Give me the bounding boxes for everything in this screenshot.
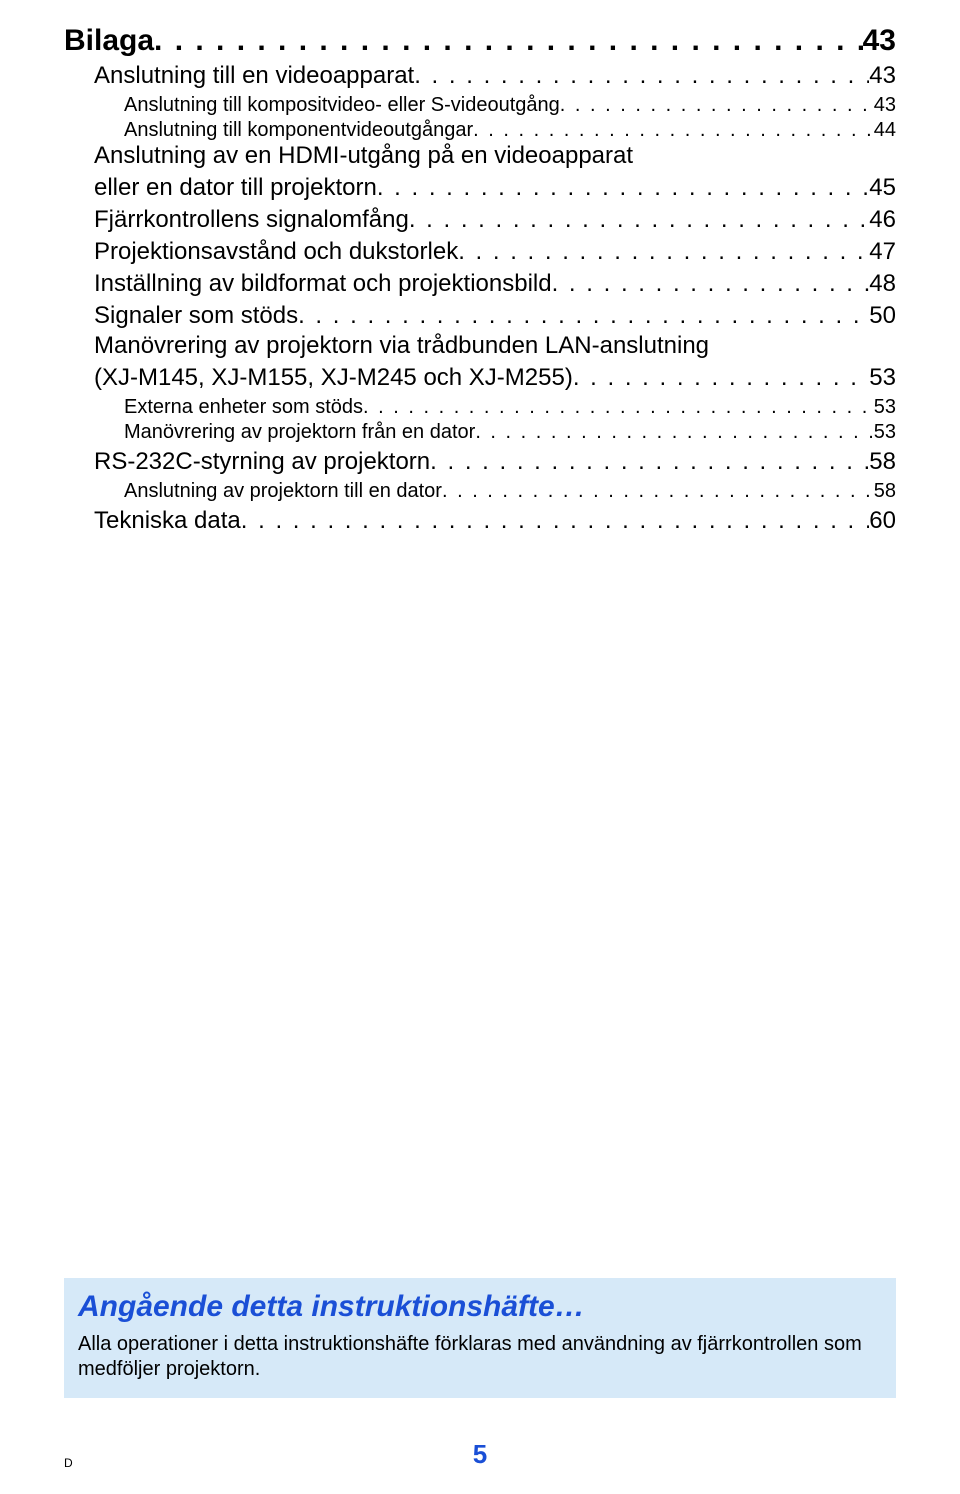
toc-page-number: 48	[869, 270, 896, 298]
toc-leader-dots: . . . . . . . . . . . . . . . . . . . . …	[573, 364, 869, 392]
toc-label: (XJ-M145, XJ-M155, XJ-M245 och XJ-M255)	[94, 364, 573, 392]
toc-row: Signaler som stöds. . . . . . . . . . . …	[94, 302, 896, 330]
toc-page-number: 43	[869, 62, 896, 90]
footer-letter: D	[64, 1456, 73, 1470]
toc-row: Bilaga. . . . . . . . . . . . . . . . . …	[64, 24, 896, 58]
toc-row: Manövrering av projektorn via trådbunden…	[94, 332, 896, 360]
toc-label: Externa enheter som stöds	[124, 396, 363, 419]
toc-row: Anslutning till komponentvideoutgångar. …	[124, 119, 896, 142]
toc-row: Anslutning till en videoapparat. . . . .…	[94, 62, 896, 90]
toc-row: Anslutning av projektorn till en dator. …	[124, 480, 896, 503]
table-of-contents: Bilaga. . . . . . . . . . . . . . . . . …	[64, 18, 896, 539]
toc-leader-dots: . . . . . . . . . . . . . . . . . . . . …	[409, 206, 869, 234]
toc-leader-dots: . . . . . . . . . . . . . . . . . . . . …	[473, 119, 874, 142]
toc-page-number: 58	[869, 448, 896, 476]
toc-page-number: 44	[874, 119, 896, 142]
toc-row: Tekniska data. . . . . . . . . . . . . .…	[94, 507, 896, 535]
toc-label: Inställning av bildformat och projektion…	[94, 270, 552, 298]
toc-label: Anslutning till kompositvideo- eller S-v…	[124, 94, 560, 117]
toc-page-number: 53	[874, 396, 896, 419]
footer-page-number: 5	[473, 1439, 487, 1470]
toc-leader-dots: . . . . . . . . . . . . . . . . . . . . …	[363, 396, 874, 419]
toc-label: Projektionsavstånd och dukstorlek	[94, 238, 458, 266]
toc-row: Manövrering av projektorn från en dator.…	[124, 421, 896, 444]
toc-leader-dots: . . . . . . . . . . . . . . . . . . . . …	[241, 507, 870, 535]
toc-label: Anslutning till en videoapparat	[94, 62, 414, 90]
toc-leader-dots: . . . . . . . . . . . . . . . . . . . . …	[475, 421, 873, 444]
toc-row: Projektionsavstånd och dukstorlek. . . .…	[94, 238, 896, 266]
toc-label: Bilaga	[64, 24, 154, 58]
toc-page-number: 45	[869, 174, 896, 202]
toc-leader-dots: . . . . . . . . . . . . . . . . . . . . …	[298, 302, 869, 330]
toc-leader-dots: . . . . . . . . . . . . . . . . . . . . …	[377, 174, 869, 202]
toc-row: Anslutning av en HDMI-utgång på en video…	[94, 142, 896, 170]
toc-label: RS-232C-styrning av projektorn	[94, 448, 430, 476]
toc-page-number: 53	[869, 364, 896, 392]
toc-leader-dots: . . . . . . . . . . . . . . . . . . . . …	[414, 62, 869, 90]
toc-row: Fjärrkontrollens signalomfång. . . . . .…	[94, 206, 896, 234]
toc-label: eller en dator till projektorn	[94, 174, 377, 202]
toc-page-number: 60	[869, 507, 896, 535]
toc-leader-dots: . . . . . . . . . . . . . . . . . . . . …	[430, 448, 869, 476]
toc-row: eller en dator till projektorn. . . . . …	[94, 174, 896, 202]
toc-row: Externa enheter som stöds. . . . . . . .…	[124, 396, 896, 419]
toc-row: Anslutning till kompositvideo- eller S-v…	[124, 94, 896, 117]
toc-page-number: 43	[863, 24, 896, 58]
page-footer: D 5	[64, 1442, 896, 1470]
toc-leader-dots: . . . . . . . . . . . . . . . . . . . . …	[154, 24, 863, 58]
callout-box: Angående detta instruktionshäfte… Alla o…	[64, 1278, 896, 1398]
toc-label: Anslutning av projektorn till en dator	[124, 480, 442, 503]
toc-label: Manövrering av projektorn via trådbunden…	[94, 332, 709, 360]
toc-page-number: 43	[874, 94, 896, 117]
toc-page-number: 53	[874, 421, 896, 444]
callout-body: Alla operationer i detta instruktionshäf…	[78, 1332, 882, 1382]
toc-label: Anslutning till komponentvideoutgångar	[124, 119, 473, 142]
toc-label: Signaler som stöds	[94, 302, 298, 330]
toc-page-number: 50	[869, 302, 896, 330]
callout-title: Angående detta instruktionshäfte…	[78, 1290, 882, 1324]
page: Bilaga. . . . . . . . . . . . . . . . . …	[0, 0, 960, 1494]
toc-leader-dots: . . . . . . . . . . . . . . . . . . . . …	[552, 270, 870, 298]
toc-label: Tekniska data	[94, 507, 241, 535]
toc-leader-dots: . . . . . . . . . . . . . . . . . . . . …	[458, 238, 869, 266]
toc-row: RS-232C-styrning av projektorn. . . . . …	[94, 448, 896, 476]
toc-row: Inställning av bildformat och projektion…	[94, 270, 896, 298]
toc-page-number: 47	[869, 238, 896, 266]
toc-page-number: 58	[874, 480, 896, 503]
toc-page-number: 46	[869, 206, 896, 234]
spacer	[64, 539, 896, 1266]
toc-leader-dots: . . . . . . . . . . . . . . . . . . . . …	[560, 94, 874, 117]
toc-label: Anslutning av en HDMI-utgång på en video…	[94, 142, 633, 170]
toc-row: (XJ-M145, XJ-M155, XJ-M245 och XJ-M255).…	[94, 364, 896, 392]
toc-leader-dots: . . . . . . . . . . . . . . . . . . . . …	[442, 480, 874, 503]
toc-label: Fjärrkontrollens signalomfång	[94, 206, 409, 234]
toc-label: Manövrering av projektorn från en dator	[124, 421, 475, 444]
